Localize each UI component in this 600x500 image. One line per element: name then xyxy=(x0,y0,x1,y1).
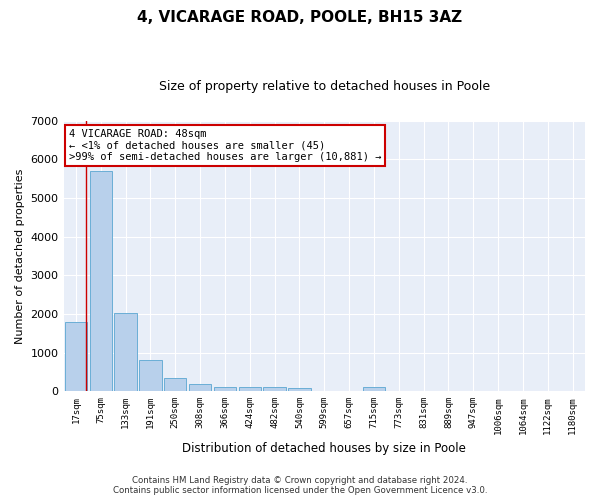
X-axis label: Distribution of detached houses by size in Poole: Distribution of detached houses by size … xyxy=(182,442,466,455)
Bar xyxy=(164,378,187,391)
Bar xyxy=(263,387,286,391)
Bar xyxy=(288,388,311,391)
Bar xyxy=(363,387,385,391)
Bar xyxy=(189,384,211,391)
Bar xyxy=(115,313,137,391)
Title: Size of property relative to detached houses in Poole: Size of property relative to detached ho… xyxy=(159,80,490,93)
Bar xyxy=(214,387,236,391)
Bar xyxy=(65,322,87,391)
Text: Contains HM Land Registry data © Crown copyright and database right 2024.
Contai: Contains HM Land Registry data © Crown c… xyxy=(113,476,487,495)
Bar xyxy=(139,360,161,391)
Bar xyxy=(239,387,261,391)
Text: 4, VICARAGE ROAD, POOLE, BH15 3AZ: 4, VICARAGE ROAD, POOLE, BH15 3AZ xyxy=(137,10,463,25)
Y-axis label: Number of detached properties: Number of detached properties xyxy=(15,168,25,344)
Text: 4 VICARAGE ROAD: 48sqm
← <1% of detached houses are smaller (45)
>99% of semi-de: 4 VICARAGE ROAD: 48sqm ← <1% of detached… xyxy=(69,128,381,162)
Bar xyxy=(89,171,112,391)
